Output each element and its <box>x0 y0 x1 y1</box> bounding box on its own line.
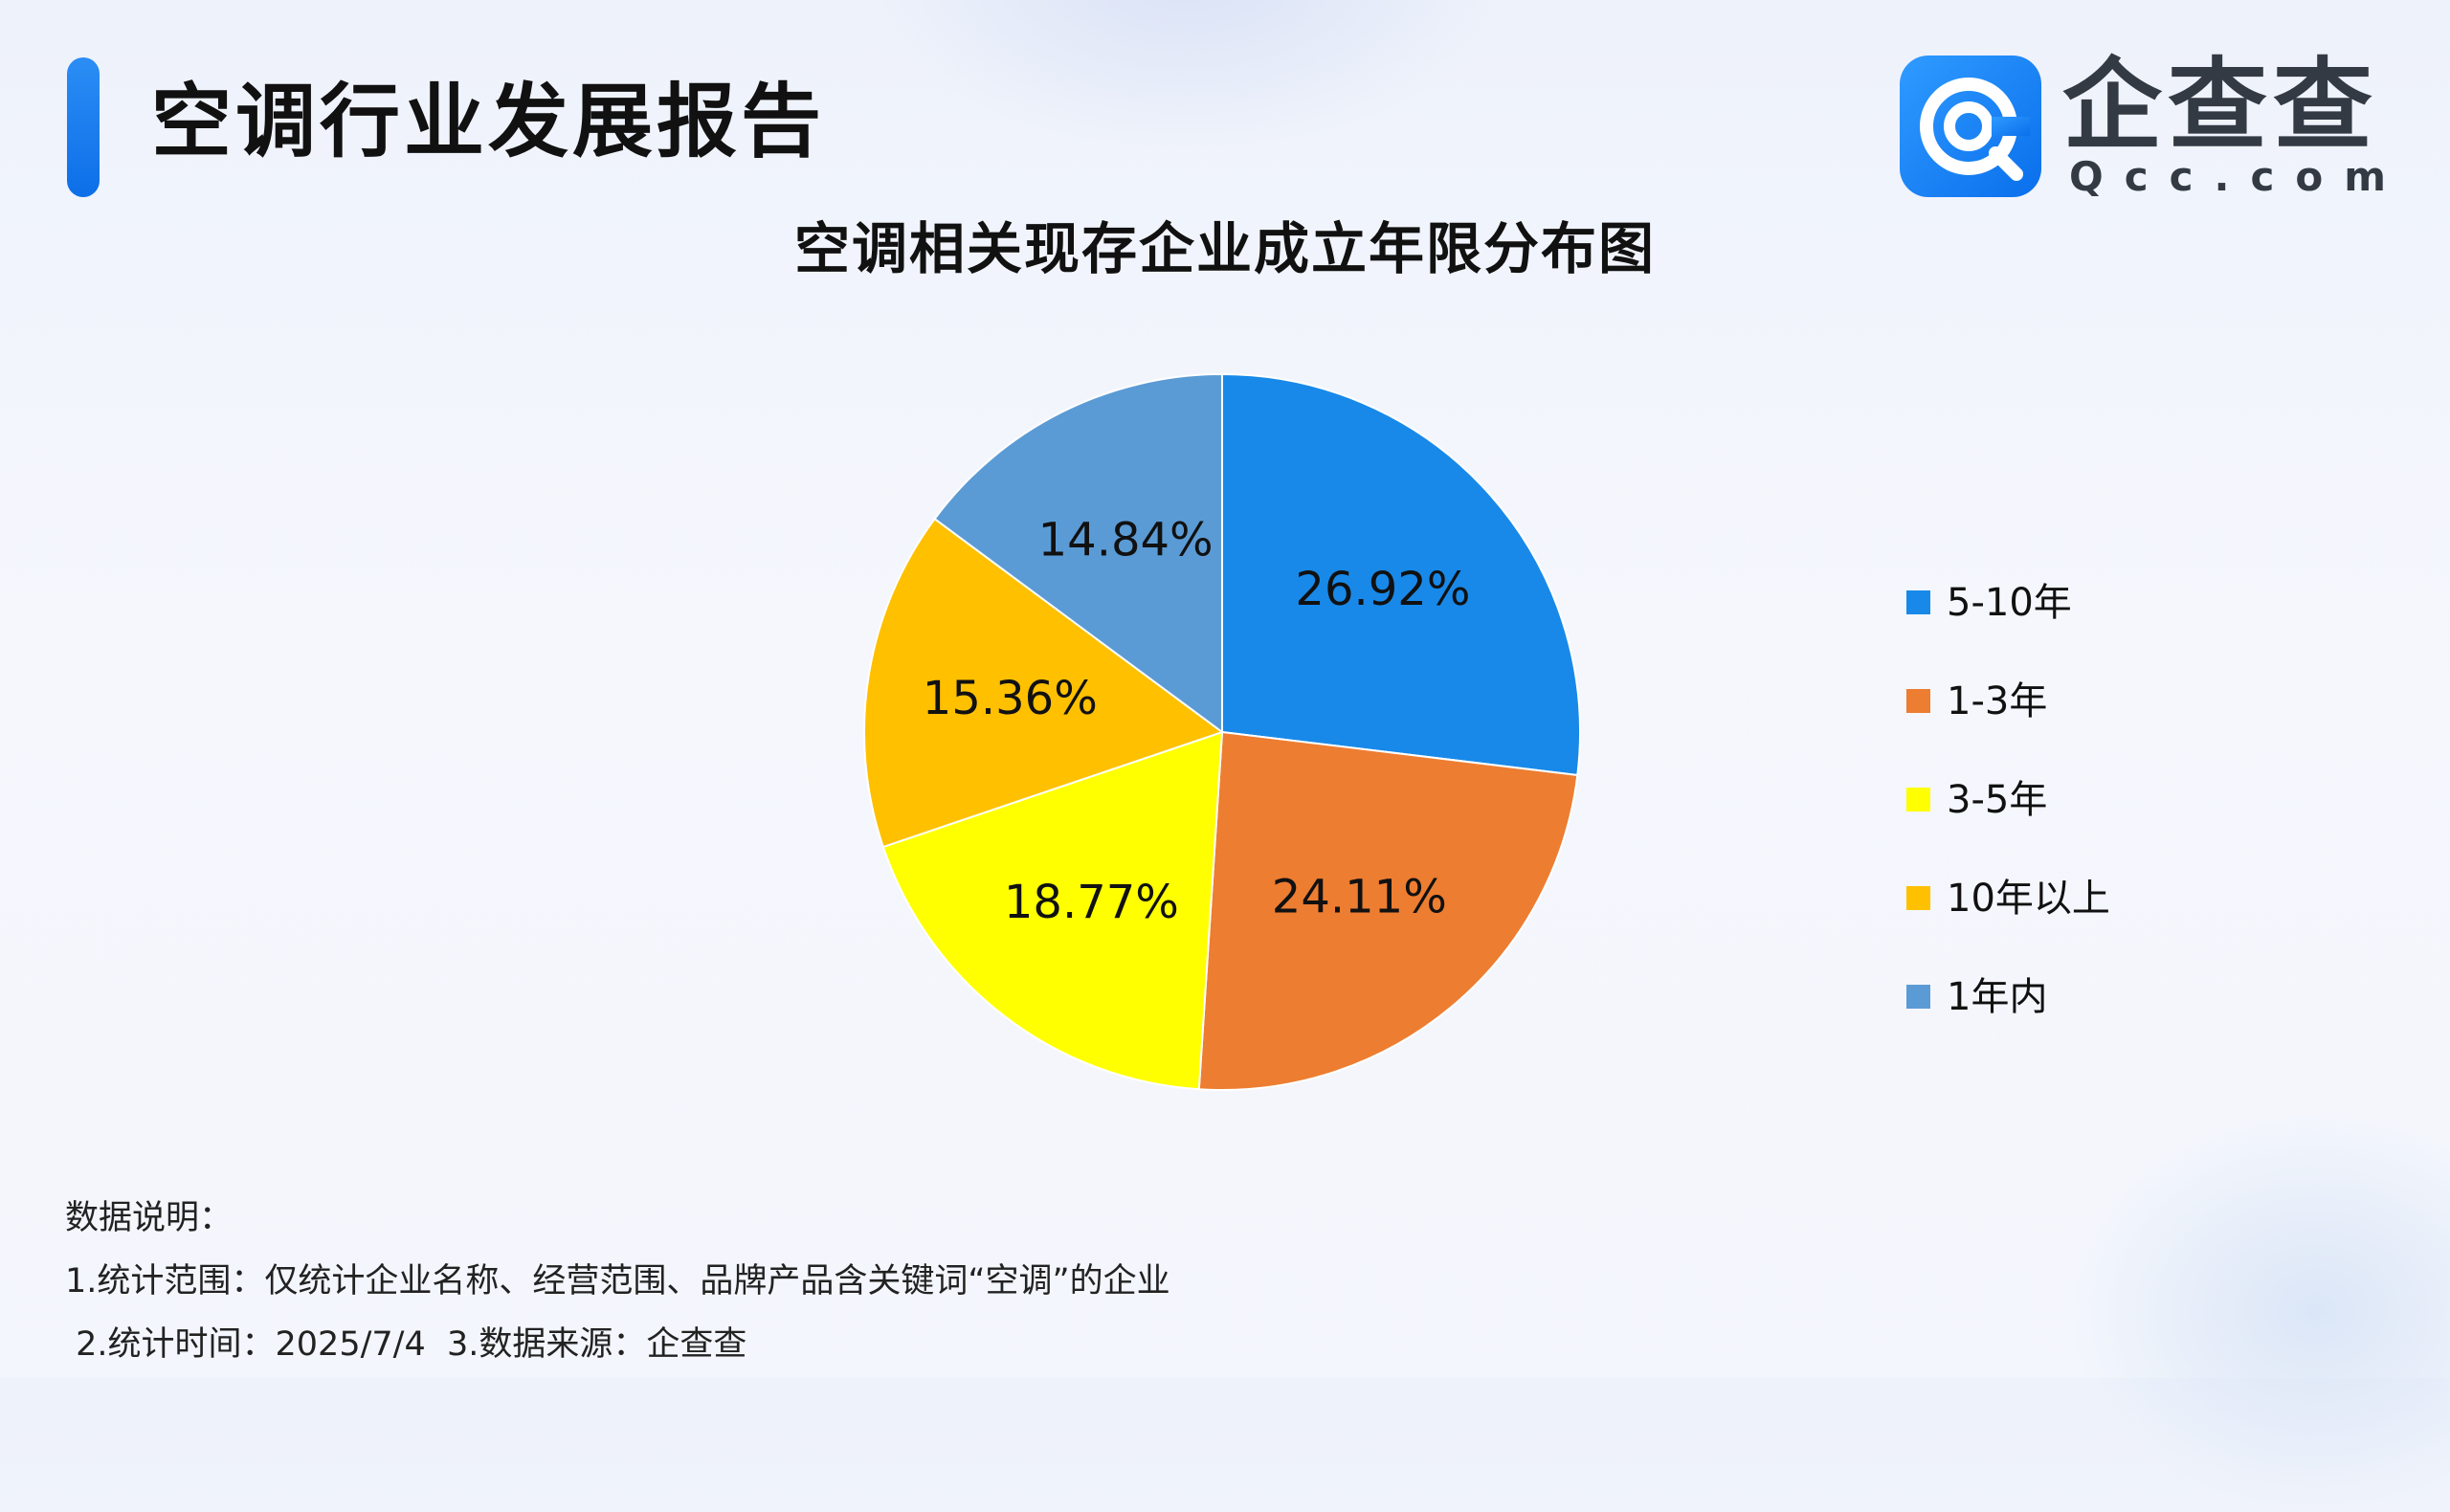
legend-item: 1年内 <box>1906 947 2110 1046</box>
pie-chart: 26.92% 24.11% 18.77% 15.36% 14.84% <box>863 372 1581 1091</box>
logo-text: 企查查 <box>2062 47 2379 164</box>
legend-swatch <box>1906 689 1930 713</box>
legend-swatch <box>1906 985 1930 1009</box>
legend-label: 5-10年 <box>1947 580 2072 625</box>
legend-item: 5-10年 <box>1906 553 2110 652</box>
legend-label: 1-3年 <box>1947 678 2048 723</box>
slice-label: 15.36% <box>923 672 1098 725</box>
data-notes: 数据说明： 1.统计范围：仅统计企业名称、经营范围、品牌产品含关键词“空调”的企… <box>65 1187 1170 1376</box>
legend-label: 10年以上 <box>1947 876 2110 921</box>
legend-swatch <box>1906 590 1930 614</box>
notes-heading: 数据说明： <box>65 1199 234 1237</box>
legend-item: 1-3年 <box>1906 652 2110 750</box>
legend-item: 3-5年 <box>1906 750 2110 849</box>
slice-label: 14.84% <box>1038 514 1214 567</box>
qcc-logo-icon <box>1900 56 2041 197</box>
pie-slice <box>1197 730 1579 1091</box>
pie-slice <box>1221 372 1581 777</box>
slice-label: 24.11% <box>1272 871 1447 924</box>
legend-swatch <box>1906 886 1930 910</box>
chart-title: 空调相关现存企业成立年限分布图 <box>793 216 1656 281</box>
pie-slice <box>881 730 1224 1091</box>
legend-label: 1年内 <box>1947 974 2048 1019</box>
notes-line: 2.统计时间：2025/7/4 3.数据来源：企查查 <box>65 1325 747 1364</box>
report-title: 空调行业发展报告 <box>151 75 826 168</box>
legend-swatch <box>1906 788 1930 812</box>
pie-slice <box>933 372 1223 734</box>
chart-legend: 5-10年 1-3年 3-5年 10年以上 1年内 <box>1906 553 2110 1046</box>
slice-label: 18.77% <box>1004 876 1179 929</box>
legend-label: 3-5年 <box>1947 777 2048 822</box>
pie-slice <box>863 517 1225 849</box>
legend-item: 10年以上 <box>1906 849 2110 947</box>
title-accent-bar <box>67 57 100 197</box>
slice-label: 26.92% <box>1295 563 1470 616</box>
notes-line: 1.统计范围：仅统计企业名称、经营范围、品牌产品含关键词“空调”的企业 <box>65 1262 1170 1301</box>
logo-subtext: Qcc.com <box>2069 153 2407 200</box>
